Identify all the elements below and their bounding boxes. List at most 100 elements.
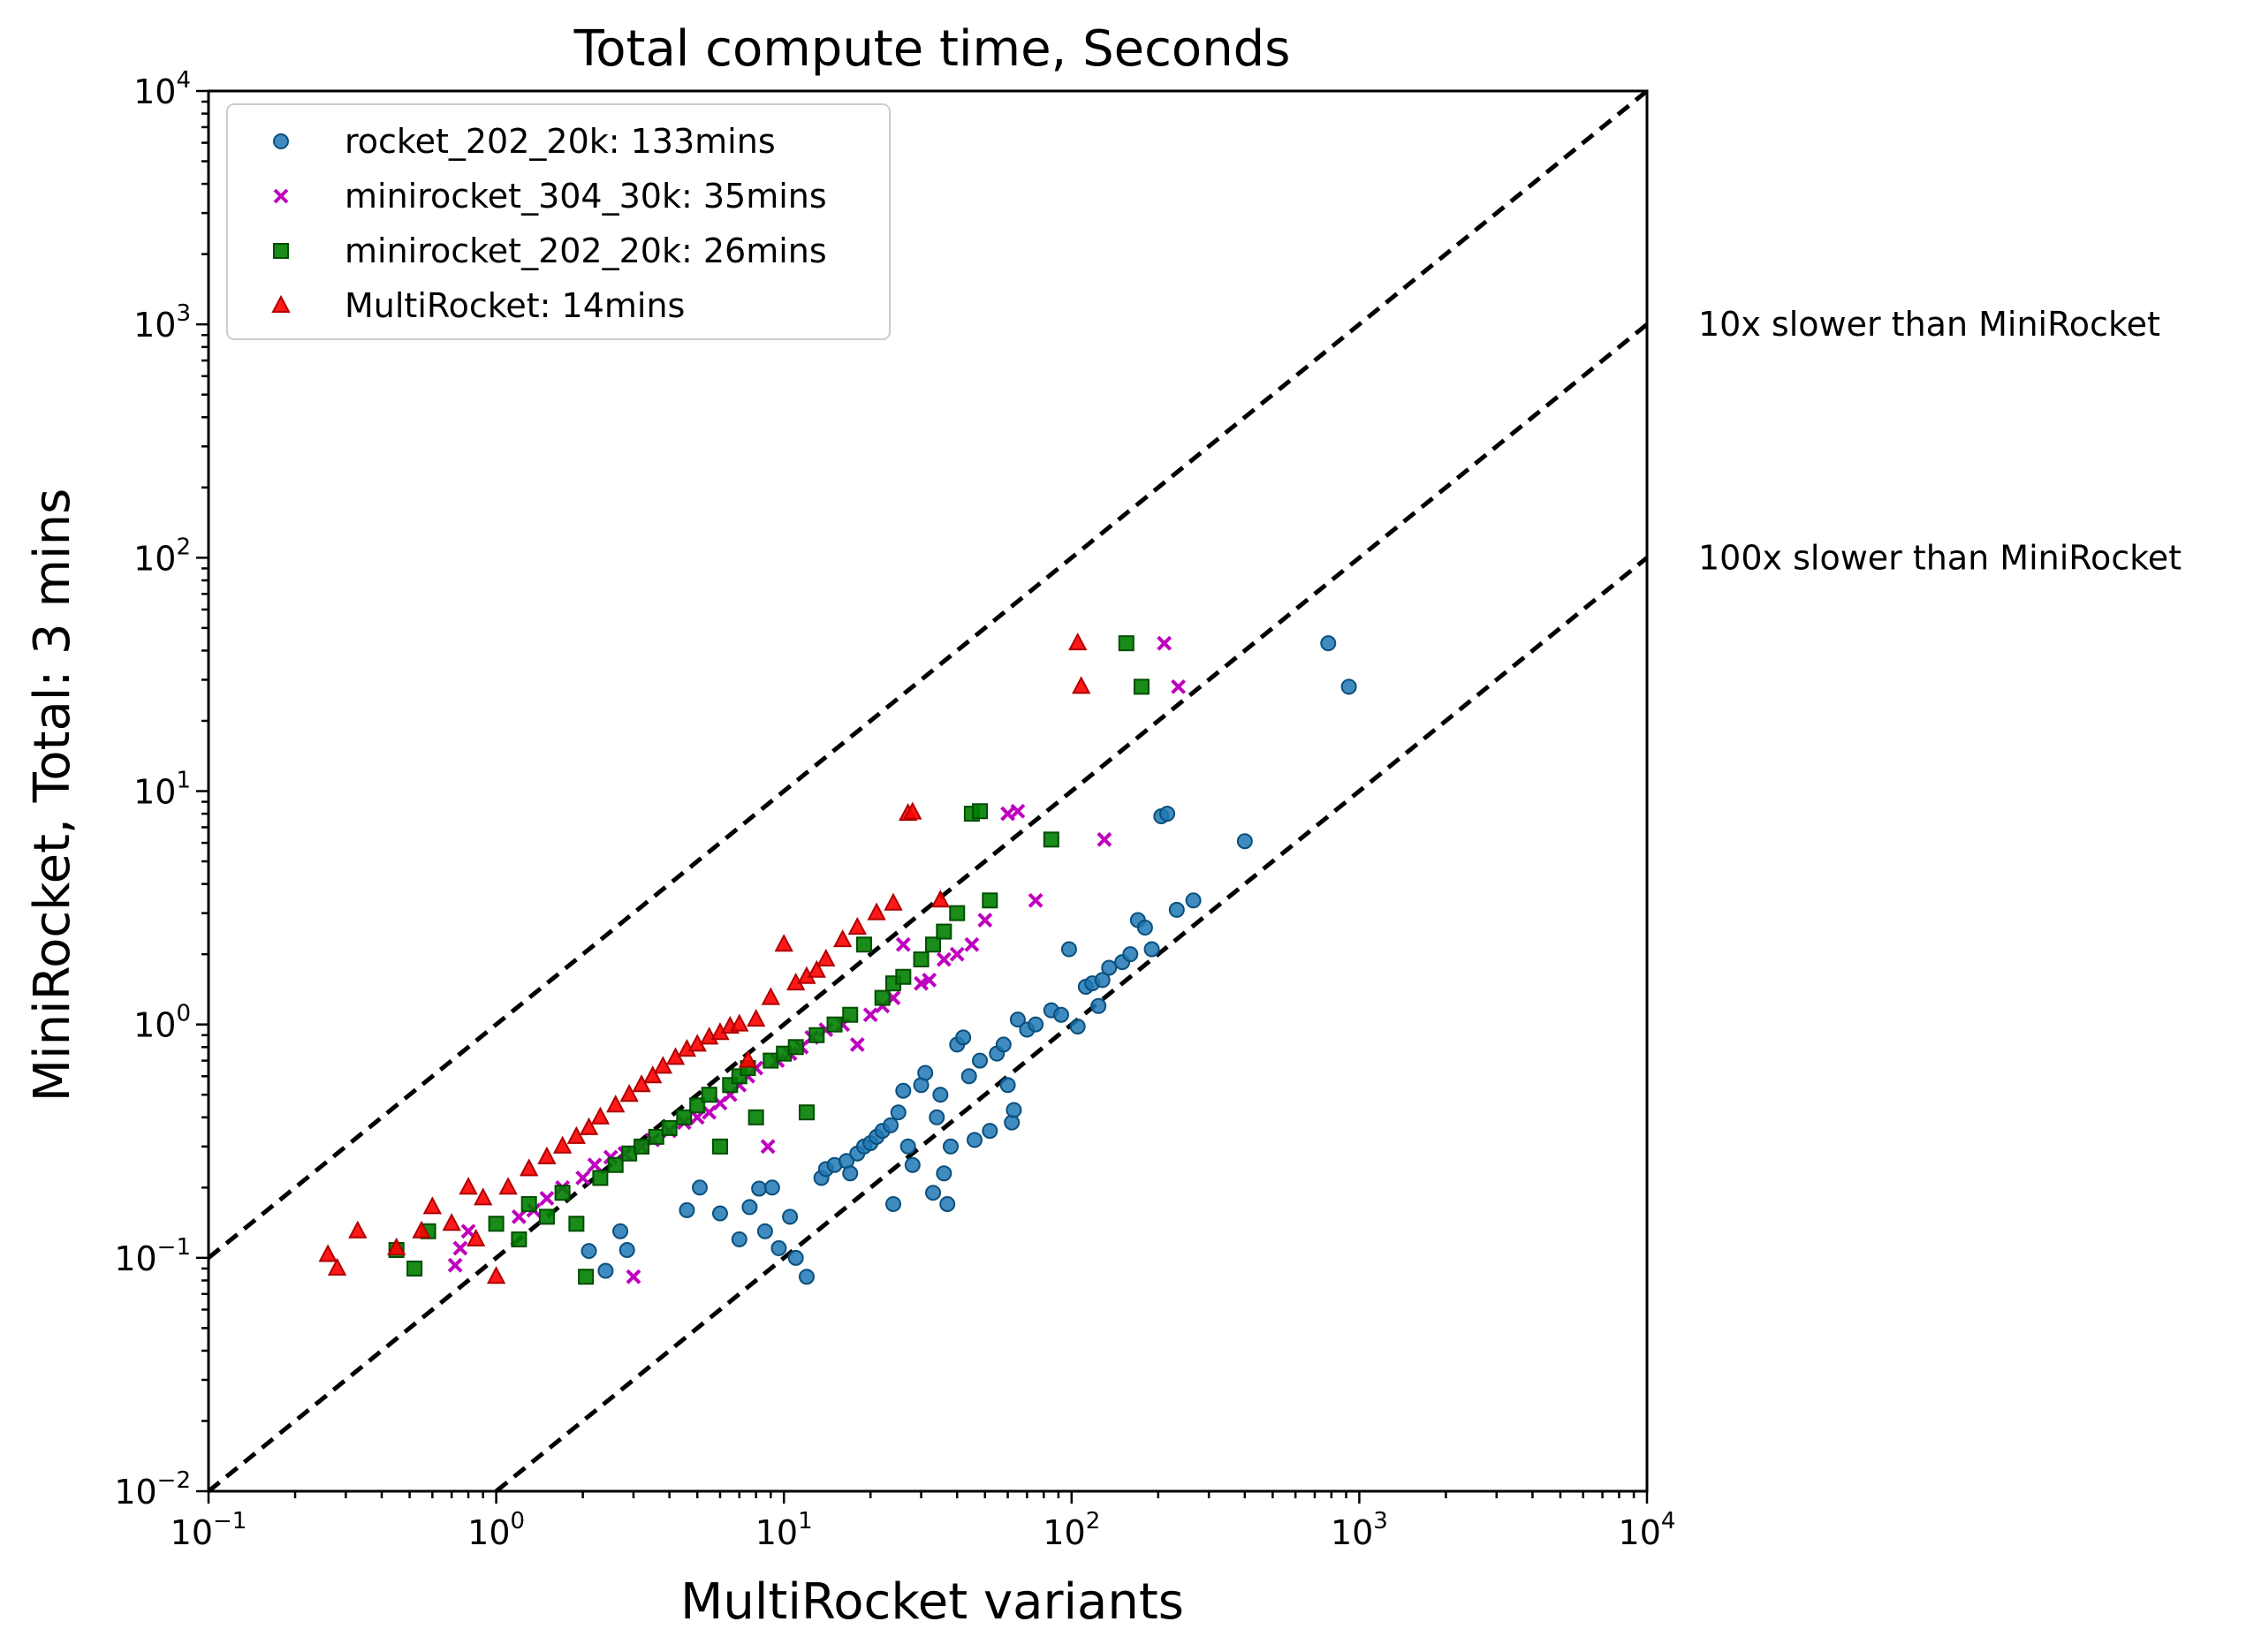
legend-marker-circle [273, 133, 289, 149]
data-point-square [895, 968, 912, 985]
data-point-x [575, 1170, 591, 1186]
data-point-circle [1159, 806, 1176, 822]
data-point-square [701, 1087, 717, 1103]
data-point-circle [1060, 941, 1077, 958]
data-point-triangle [459, 1177, 478, 1195]
data-point-triangle [498, 1177, 518, 1195]
legend-marker-square [273, 243, 289, 259]
y-tick-label: 10−1 [114, 1234, 191, 1278]
y-tick-base: 10 [133, 72, 176, 111]
data-point-circle [925, 1185, 942, 1201]
data-point-circle [1090, 997, 1107, 1014]
legend-marker-x [273, 188, 289, 204]
x-axis-label: MultiRocket variants [680, 1573, 1184, 1631]
data-point-triangle [930, 890, 951, 908]
data-point-triangle [653, 1056, 673, 1074]
data-point-x [1171, 678, 1187, 694]
data-point-triangle [619, 1084, 639, 1103]
data-point-x [849, 1037, 865, 1052]
data-point-square [578, 1269, 595, 1285]
data-point-square [1133, 678, 1150, 695]
data-point-circle [982, 1123, 998, 1140]
data-point-x [1097, 831, 1112, 847]
data-point-triangle [730, 1013, 749, 1032]
data-point-x [452, 1240, 468, 1256]
data-point-square [972, 803, 989, 820]
data-point-square [982, 892, 998, 909]
data-point-circle [782, 1209, 799, 1225]
y-tick-base: 10 [133, 1006, 176, 1045]
data-point-circle [884, 1195, 901, 1212]
data-point-circle [972, 1052, 989, 1069]
y-tick-base: 10 [133, 539, 176, 578]
data-point-x [447, 1257, 463, 1273]
data-point-circle [1094, 972, 1111, 989]
data-point-square [763, 1052, 779, 1069]
data-point-triangle [746, 1008, 766, 1027]
data-point-x [760, 1139, 776, 1155]
data-point-circle [1028, 1016, 1044, 1033]
y-tick-label: 10−2 [114, 1467, 191, 1512]
data-point-circle [612, 1223, 629, 1239]
data-point-triangle [537, 1146, 557, 1164]
data-point-x [626, 1269, 641, 1284]
data-point-x [539, 1190, 555, 1206]
data-point-circle [751, 1180, 768, 1197]
legend-box [226, 103, 891, 340]
x-tick-exponent: −1 [213, 1508, 247, 1535]
data-point-square [925, 936, 942, 953]
data-point-square [648, 1128, 664, 1145]
x-tick-base: 10 [467, 1513, 510, 1552]
data-point-circle [932, 1087, 949, 1103]
y-tick-exponent: 3 [176, 300, 191, 327]
data-point-square [842, 1006, 859, 1023]
legend: rocket_202_20k: 133mins minirocket_304_30… [226, 103, 891, 340]
data-point-circle [942, 1138, 959, 1155]
data-point-circle [1136, 920, 1153, 936]
data-point-x [922, 972, 937, 988]
data-point-square [936, 923, 952, 940]
data-point-triangle [474, 1187, 493, 1206]
data-point-triangle [774, 934, 793, 952]
data-point-circle [936, 1165, 952, 1182]
data-points [318, 633, 1357, 1285]
data-point-square [748, 1109, 764, 1125]
data-point-circle [581, 1243, 597, 1260]
reference-label-100x: 100x slower than MiniRocket [1698, 538, 2182, 577]
y-tick-base: 10 [133, 306, 176, 345]
data-point-square [689, 1097, 706, 1114]
data-point-circle [1143, 941, 1160, 958]
data-point-circle [1069, 1018, 1086, 1034]
data-point-x [914, 975, 929, 991]
data-point-x [977, 913, 993, 928]
y-tick-label: 104 [133, 67, 191, 111]
reference-line-labels: 10x slower than MiniRocket 100x slower th… [1698, 305, 2182, 577]
data-point-triangle [318, 1244, 338, 1262]
data-point-circle [679, 1201, 695, 1218]
data-point-x [1157, 635, 1173, 651]
series-2 [388, 635, 1150, 1285]
x-tick-base: 10 [1619, 1513, 1661, 1552]
data-point-circle [756, 1223, 773, 1239]
data-point-circle [1009, 1012, 1026, 1028]
legend-label: minirocket_304_30k: 35mins [345, 177, 827, 216]
data-point-square [538, 1209, 555, 1225]
y-tick-label: 100 [133, 1001, 191, 1045]
y-tick-exponent: 4 [176, 67, 191, 94]
data-point-square [1043, 831, 1059, 848]
data-point-square [488, 1216, 505, 1232]
legend-label: MultiRocket: 14mins [345, 286, 685, 325]
data-point-triangle [847, 916, 867, 936]
data-point-triangle [903, 801, 922, 820]
data-point-triangle [816, 948, 836, 967]
data-point-circle [619, 1242, 635, 1259]
y-tick-exponent: 2 [176, 534, 191, 560]
x-tick-exponent: 4 [1661, 1508, 1676, 1535]
reference-line-10x [207, 322, 1649, 1493]
x-tick-base: 10 [1043, 1513, 1085, 1552]
legend-marker-triangle [271, 294, 291, 313]
x-tick-label: 102 [1043, 1508, 1100, 1552]
data-point-triangle [348, 1220, 368, 1239]
data-point-square [949, 905, 966, 921]
y-tick-label: 103 [133, 300, 191, 345]
